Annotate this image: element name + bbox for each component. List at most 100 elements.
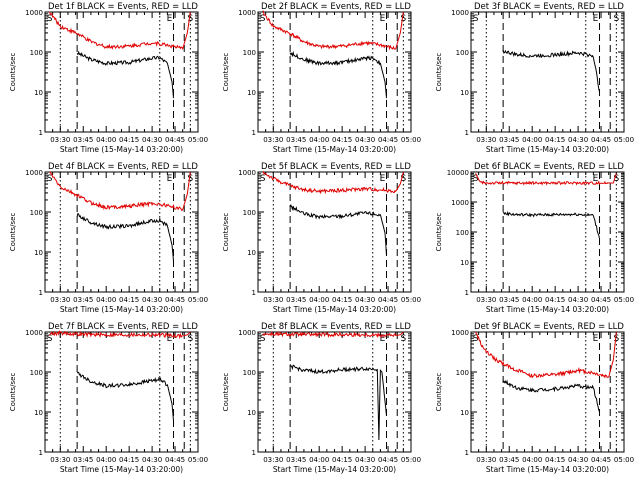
x-tick-label: 04:15 bbox=[545, 136, 565, 144]
y-tick-label: 1 bbox=[465, 289, 469, 297]
x-tick-label: 03:45 bbox=[73, 456, 93, 464]
plot-title: Det 8f BLACK = Events, RED = LLD bbox=[261, 322, 411, 332]
x-tick-label: 05:00 bbox=[188, 296, 208, 304]
plot-panel-7: Det 7f BLACK = Events, RED = LLD 1 10 100 10… bbox=[9, 322, 208, 474]
y-tick-label: 10 bbox=[247, 409, 256, 417]
end-marker-label: E bbox=[593, 174, 599, 184]
plot-panel-8: Det 8f BLACK = Events, RED = LLD 1 10 100 10… bbox=[222, 322, 421, 474]
start-marker-label: S bbox=[47, 334, 53, 344]
y-tick-label: 100 bbox=[243, 49, 256, 57]
events-series-line bbox=[289, 50, 387, 99]
y-axis-label: Counts/sec bbox=[222, 213, 230, 252]
x-tick-label: 05:00 bbox=[614, 456, 634, 464]
plot-axes-frame bbox=[44, 331, 199, 453]
x-tick-label: 04:15 bbox=[332, 296, 352, 304]
y-tick-label: 1 bbox=[39, 129, 43, 137]
lld-series-line bbox=[475, 331, 617, 379]
x-tick-label: 04:30 bbox=[355, 296, 375, 304]
events-series-line bbox=[76, 212, 174, 261]
x-axis-label: Start Time (15-May-14 03:20:00) bbox=[486, 145, 609, 154]
y-tick-label: 100 bbox=[243, 369, 256, 377]
y-tick-label: 10 bbox=[34, 249, 43, 257]
y-tick-label: 1000 bbox=[25, 169, 43, 177]
x-tick-label: 04:30 bbox=[142, 296, 162, 304]
end-marker-label: E bbox=[380, 174, 386, 184]
x-tick-label: 04:45 bbox=[165, 456, 185, 464]
x-tick-label: 04:30 bbox=[355, 456, 375, 464]
plot-title: Det 4f BLACK = Events, RED = LLD bbox=[48, 162, 198, 172]
y-tick-label: 10 bbox=[460, 259, 469, 267]
x-tick-label: 03:30 bbox=[476, 296, 496, 304]
x-tick-label: 04:00 bbox=[309, 456, 329, 464]
lld-series-line bbox=[49, 11, 191, 51]
x-tick-label: 04:45 bbox=[165, 136, 185, 144]
x-axis-label: Start Time (15-May-14 03:20:00) bbox=[60, 465, 183, 474]
y-tick-label: 1000 bbox=[451, 199, 469, 207]
x-tick-label: 04:15 bbox=[119, 136, 139, 144]
plot-axes-frame bbox=[470, 171, 625, 293]
start-marker-label: S bbox=[47, 14, 53, 24]
y-tick-label: 1 bbox=[252, 129, 256, 137]
plot-panel-3: Det 3f BLACK = Events, RED = LLD 1 10 100 10… bbox=[435, 2, 634, 154]
plot-axes-frame bbox=[257, 331, 412, 453]
x-axis-label: Start Time (15-May-14 03:20:00) bbox=[60, 305, 183, 314]
y-tick-label: 1000 bbox=[451, 9, 469, 17]
lld-series-line bbox=[49, 330, 191, 340]
x-tick-label: 05:00 bbox=[401, 136, 421, 144]
start-marker-label: S bbox=[47, 174, 53, 184]
plot-title: Det 3f BLACK = Events, RED = LLD bbox=[474, 2, 624, 12]
x-tick-label: 03:30 bbox=[50, 456, 70, 464]
y-tick-label: 1 bbox=[39, 449, 43, 457]
start-marker-label: S bbox=[260, 174, 266, 184]
x-tick-label: 04:00 bbox=[309, 296, 329, 304]
y-axis-label: Counts/sec bbox=[435, 213, 443, 252]
y-tick-label: 10 bbox=[34, 409, 43, 417]
x-axis-label: Start Time (15-May-14 03:20:00) bbox=[60, 145, 183, 154]
x-tick-label: 04:15 bbox=[332, 136, 352, 144]
plot-panel-1: Det 1f BLACK = Events, RED = LLD 1 10 100 10… bbox=[9, 2, 208, 154]
lld-series-line bbox=[49, 171, 191, 212]
plot-title: Det 9f BLACK = Events, RED = LLD bbox=[474, 322, 624, 332]
x-tick-label: 04:30 bbox=[355, 136, 375, 144]
x-tick-label: 04:00 bbox=[96, 456, 116, 464]
y-tick-label: 10 bbox=[247, 89, 256, 97]
start-marker-label: S bbox=[400, 334, 406, 344]
plot-title: Det 6f BLACK = Events, RED = LLD bbox=[474, 162, 624, 172]
events-series-line bbox=[76, 50, 174, 99]
y-tick-label: 100 bbox=[456, 229, 469, 237]
x-tick-label: 04:30 bbox=[568, 136, 588, 144]
lld-series-line bbox=[262, 10, 404, 51]
x-tick-label: 05:00 bbox=[614, 296, 634, 304]
x-tick-label: 04:30 bbox=[142, 136, 162, 144]
events-series-line bbox=[289, 204, 387, 256]
x-tick-label: 03:30 bbox=[50, 136, 70, 144]
plot-axes-frame bbox=[470, 331, 625, 453]
y-tick-label: 1000 bbox=[25, 329, 43, 337]
x-tick-label: 05:00 bbox=[188, 456, 208, 464]
lld-series-line bbox=[262, 171, 404, 195]
y-axis-label: Counts/sec bbox=[222, 53, 230, 92]
start-marker-label: S bbox=[187, 174, 193, 184]
x-tick-label: 03:30 bbox=[263, 136, 283, 144]
x-tick-label: 04:00 bbox=[522, 136, 542, 144]
x-tick-label: 03:45 bbox=[499, 296, 519, 304]
x-tick-label: 04:15 bbox=[545, 296, 565, 304]
y-axis-label: Counts/sec bbox=[9, 213, 17, 252]
x-tick-label: 04:30 bbox=[142, 456, 162, 464]
x-axis-label: Start Time (15-May-14 03:20:00) bbox=[486, 465, 609, 474]
plot-title: Det 5f BLACK = Events, RED = LLD bbox=[261, 162, 411, 172]
y-tick-label: 1000 bbox=[238, 169, 256, 177]
plot-title: Det 7f BLACK = Events, RED = LLD bbox=[48, 322, 198, 332]
x-tick-label: 04:45 bbox=[165, 296, 185, 304]
y-tick-label: 100 bbox=[30, 369, 43, 377]
start-marker-label: S bbox=[187, 14, 193, 24]
x-tick-label: 03:30 bbox=[476, 136, 496, 144]
x-tick-label: 04:15 bbox=[332, 456, 352, 464]
start-marker-label: S bbox=[400, 14, 406, 24]
end-marker-label: E bbox=[167, 174, 173, 184]
y-tick-label: 1 bbox=[39, 289, 43, 297]
end-marker-label: E bbox=[380, 14, 386, 24]
y-tick-label: 1 bbox=[465, 129, 469, 137]
lld-series-line bbox=[475, 173, 617, 186]
y-axis-label: Counts/sec bbox=[435, 53, 443, 92]
